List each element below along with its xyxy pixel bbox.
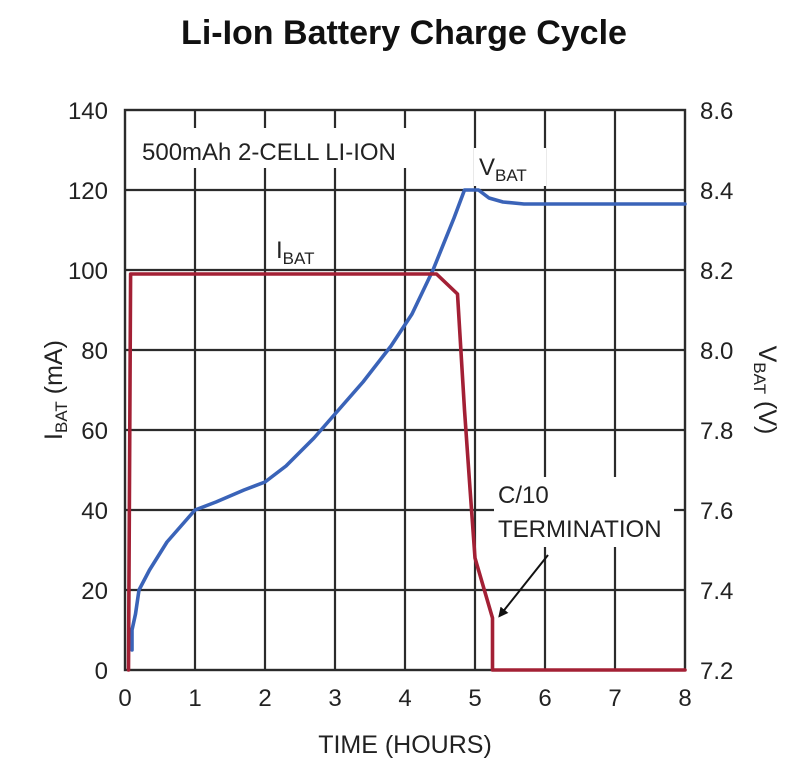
y-left-tick-label: 80 xyxy=(81,338,108,365)
vbat-series-line xyxy=(130,188,687,652)
y-right-tick-label: 7.2 xyxy=(700,658,733,685)
y-right-label-unit: (V) xyxy=(753,394,781,434)
x-tick-label: 6 xyxy=(538,685,551,712)
y-right-label-main: V xyxy=(753,346,781,363)
y-left-tick-label: 140 xyxy=(68,98,108,125)
y-right-label-sub: BAT xyxy=(750,362,769,394)
chart-title: Li-Ion Battery Charge Cycle xyxy=(181,14,627,52)
x-tick-label: 8 xyxy=(678,685,691,712)
y-right-tick-label: 8.6 xyxy=(700,98,733,125)
y-right-tick-label: 8.0 xyxy=(700,338,733,365)
y-left-label-main: I xyxy=(40,433,68,440)
x-tick-label: 1 xyxy=(188,685,201,712)
ibat-label-background xyxy=(271,230,331,268)
y-right-axis-label: VBAT (V) xyxy=(750,346,781,435)
y-right-tick-label: 7.6 xyxy=(700,498,733,525)
x-tick-label: 7 xyxy=(608,685,621,712)
ibat-series-label: IBAT xyxy=(276,237,314,268)
vbat-label-sub: BAT xyxy=(495,166,527,185)
x-tick-label: 5 xyxy=(468,685,481,712)
y-right-tick-labels: 7.2 7.4 7.6 7.8 8.0 8.2 8.4 8.6 xyxy=(700,98,733,685)
y-left-tick-label: 0 xyxy=(95,658,108,685)
x-tick-label: 0 xyxy=(118,685,131,712)
ibat-label-main: I xyxy=(276,237,283,264)
y-left-tick-label: 40 xyxy=(81,498,108,525)
y-right-tick-label: 8.4 xyxy=(700,178,733,205)
x-tick-labels: 0 1 2 3 4 5 6 7 8 xyxy=(118,685,691,712)
ibat-series-line xyxy=(126,272,687,672)
cell-note-background xyxy=(135,128,425,168)
y-left-label-sub: BAT xyxy=(52,401,71,433)
cell-note-text: 500mAh 2-CELL LI-ION xyxy=(142,139,396,166)
y-right-tick-label: 7.8 xyxy=(700,418,733,445)
vbat-label-main: V xyxy=(479,154,495,181)
y-left-tick-labels: 0 20 40 60 80 100 120 140 xyxy=(68,98,108,685)
series-layer xyxy=(126,188,687,672)
y-left-tick-label: 120 xyxy=(68,178,108,205)
plot-frame xyxy=(123,108,687,672)
x-tick-label: 2 xyxy=(258,685,271,712)
vbat-label-background xyxy=(474,148,546,186)
y-right-tick-label: 8.2 xyxy=(700,258,733,285)
termination-line-2: TERMINATION xyxy=(498,516,662,543)
x-tick-label: 3 xyxy=(328,685,341,712)
grid xyxy=(125,110,685,670)
ibat-label-sub: BAT xyxy=(283,249,315,268)
y-left-axis-label: IBAT (mA) xyxy=(40,340,71,440)
termination-background xyxy=(494,477,674,547)
termination-arrow xyxy=(498,554,549,618)
y-left-tick-label: 20 xyxy=(81,578,108,605)
x-tick-label: 4 xyxy=(398,685,411,712)
termination-line-1: C/10 xyxy=(498,482,549,509)
y-left-tick-label: 60 xyxy=(81,418,108,445)
y-left-label-unit: (mA) xyxy=(40,340,68,401)
vbat-series-label: VBAT xyxy=(479,154,527,185)
x-axis-label: TIME (HOURS) xyxy=(318,731,492,759)
y-right-tick-label: 7.4 xyxy=(700,578,733,605)
y-left-tick-label: 100 xyxy=(68,258,108,285)
